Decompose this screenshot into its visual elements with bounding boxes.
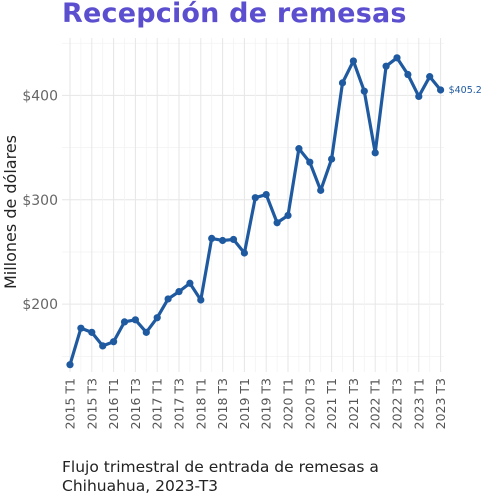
data-point [229, 235, 238, 244]
x-tick-label: 2020 T1 [281, 378, 296, 429]
data-point [208, 234, 216, 242]
data-point [197, 296, 205, 304]
data-point [88, 328, 96, 336]
x-tick-label: 2022 T3 [390, 378, 405, 429]
caption-line-1: Flujo trimestral de entrada de remesas a [62, 458, 379, 476]
data-point [131, 316, 139, 324]
y-tick-label: $300 [22, 193, 58, 209]
data-point [120, 318, 129, 326]
x-tick-label: 2020 T3 [302, 378, 317, 429]
x-tick-label: 2023 T1 [411, 378, 426, 429]
x-tick-label: 2021 T1 [324, 378, 339, 429]
y-tick-label: $400 [22, 88, 58, 104]
data-point [251, 194, 259, 202]
y-axis-ticks: $200 $300 $400 [22, 88, 58, 313]
data-point [262, 190, 270, 199]
data-point [77, 324, 85, 332]
data-point [240, 249, 248, 257]
x-tick-label: 2016 T1 [106, 378, 121, 429]
data-point [273, 219, 281, 227]
caption-line-2: Chihuahua, 2023-T3 [62, 477, 219, 495]
y-axis-label: Millones de dólares [1, 135, 20, 289]
x-tick-label: 2018 T1 [193, 378, 208, 429]
x-tick-label: 2019 T3 [259, 378, 274, 429]
x-tick-label: 2017 T1 [150, 378, 165, 429]
chart-caption: Flujo trimestral de entrada de remesas a… [62, 458, 482, 496]
data-points [66, 54, 445, 369]
data-point [306, 158, 314, 166]
data-point [153, 314, 161, 322]
data-point [175, 288, 183, 296]
x-tick-label: 2017 T3 [172, 378, 187, 429]
x-tick-label: 2019 T1 [237, 378, 252, 429]
end-value-label: $405.2 [449, 85, 482, 96]
x-axis-ticks: 2015 T1 2015 T3 2016 T1 2016 T3 2017 T1 2017 … [63, 378, 449, 429]
data-point [437, 86, 445, 94]
data-point [328, 155, 336, 163]
x-tick-label: 2022 T1 [368, 378, 383, 429]
x-tick-label: 2016 T3 [128, 378, 143, 429]
grid-lines [62, 38, 444, 372]
chart-title: Recepción de remesas [62, 0, 407, 29]
x-tick-label: 2015 T1 [63, 378, 78, 429]
data-point [66, 361, 74, 369]
data-point [338, 79, 347, 87]
data-point [360, 87, 368, 95]
data-point [426, 73, 434, 81]
data-point [142, 328, 150, 336]
data-point [415, 92, 423, 101]
data-point [99, 342, 107, 350]
x-tick-label: 2023 T3 [433, 378, 448, 429]
data-point [164, 295, 172, 303]
y-tick-label: $200 [22, 297, 58, 313]
x-tick-label: 2021 T3 [346, 378, 361, 429]
data-point [284, 211, 292, 220]
data-point [219, 236, 227, 245]
data-point [317, 186, 325, 194]
data-point [404, 70, 412, 79]
data-point [295, 145, 303, 153]
data-point [393, 54, 401, 62]
x-tick-label: 2015 T3 [84, 378, 99, 429]
data-point [371, 149, 379, 157]
data-point [110, 338, 118, 346]
x-tick-label: 2018 T3 [215, 378, 230, 429]
data-point [382, 62, 390, 70]
data-point [186, 279, 194, 287]
data-point [349, 57, 357, 65]
